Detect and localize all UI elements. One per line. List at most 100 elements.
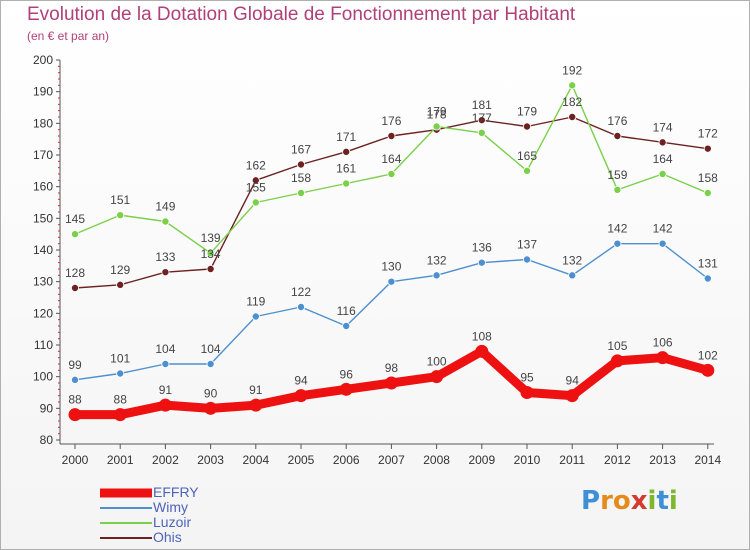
data-point-ohis bbox=[658, 138, 667, 147]
data-label-luzoir: 155 bbox=[246, 181, 266, 195]
y-tick-label: 120 bbox=[33, 306, 53, 320]
data-label-wimy: 132 bbox=[427, 253, 447, 267]
data-label-luzoir: 139 bbox=[201, 231, 221, 245]
data-label-ohis: 171 bbox=[336, 130, 356, 144]
data-point-wimy bbox=[161, 359, 170, 368]
data-label-ohis: 162 bbox=[246, 158, 266, 172]
data-point-effry bbox=[430, 370, 444, 384]
x-tick-label: 2001 bbox=[107, 453, 134, 467]
proxiti-logo: Proxiti bbox=[581, 486, 678, 516]
data-point-luzoir bbox=[658, 169, 667, 178]
x-tick-label: 2003 bbox=[197, 453, 224, 467]
x-tick-label: 2013 bbox=[649, 453, 676, 467]
data-label-ohis: 167 bbox=[291, 143, 311, 157]
data-point-luzoir bbox=[523, 166, 532, 175]
data-point-luzoir bbox=[568, 81, 577, 90]
data-label-effry: 88 bbox=[68, 393, 82, 407]
data-label-luzoir: 158 bbox=[291, 171, 311, 185]
data-point-effry bbox=[339, 382, 353, 396]
data-label-wimy: 131 bbox=[698, 257, 718, 271]
data-label-wimy: 101 bbox=[110, 352, 130, 366]
data-label-effry: 96 bbox=[340, 367, 354, 381]
data-point-ohis bbox=[477, 116, 486, 125]
data-label-effry: 91 bbox=[159, 383, 173, 397]
data-label-effry: 91 bbox=[249, 383, 263, 397]
data-label-ohis: 134 bbox=[201, 247, 221, 261]
data-label-ohis: 133 bbox=[155, 250, 175, 264]
data-point-ohis bbox=[116, 280, 125, 289]
data-label-wimy: 136 bbox=[472, 241, 492, 255]
data-label-luzoir: 145 bbox=[65, 212, 85, 226]
data-label-ohis: 176 bbox=[381, 114, 401, 128]
data-label-luzoir: 159 bbox=[607, 168, 627, 182]
data-label-effry: 88 bbox=[114, 393, 128, 407]
data-point-effry bbox=[68, 408, 82, 422]
data-point-effry bbox=[565, 389, 579, 403]
data-label-ohis: 129 bbox=[110, 263, 130, 277]
legend-label-effry: EFFRY bbox=[153, 484, 199, 500]
data-label-wimy: 119 bbox=[246, 295, 265, 309]
data-point-luzoir bbox=[342, 179, 351, 188]
data-label-effry: 94 bbox=[294, 374, 308, 388]
x-tick-label: 2007 bbox=[378, 453, 405, 467]
data-point-wimy bbox=[251, 312, 260, 321]
data-point-ohis bbox=[568, 113, 577, 122]
data-point-luzoir bbox=[251, 198, 260, 207]
data-point-effry bbox=[294, 389, 308, 403]
data-point-effry bbox=[475, 344, 489, 358]
data-label-ohis: 179 bbox=[517, 105, 537, 119]
data-point-ohis bbox=[387, 131, 396, 140]
x-tick-label: 2005 bbox=[288, 453, 315, 467]
x-tick-label: 2009 bbox=[468, 453, 495, 467]
y-tick-label: 200 bbox=[33, 53, 53, 67]
data-label-wimy: 122 bbox=[291, 285, 311, 299]
data-point-ohis bbox=[342, 147, 351, 156]
x-tick-label: 2012 bbox=[604, 453, 631, 467]
data-label-effry: 105 bbox=[607, 339, 627, 353]
data-label-wimy: 142 bbox=[653, 222, 673, 236]
data-point-luzoir bbox=[703, 188, 712, 197]
data-label-effry: 90 bbox=[204, 386, 218, 400]
data-point-luzoir bbox=[71, 230, 80, 239]
legend-label-luzoir: Luzoir bbox=[153, 514, 192, 530]
data-point-effry bbox=[656, 351, 670, 365]
data-point-effry bbox=[158, 398, 172, 412]
data-point-wimy bbox=[387, 277, 396, 286]
data-point-ohis bbox=[206, 264, 215, 273]
data-point-wimy bbox=[523, 255, 532, 264]
x-tick-label: 2004 bbox=[242, 453, 269, 467]
y-tick-label: 180 bbox=[33, 116, 53, 130]
data-label-ohis: 172 bbox=[698, 127, 718, 141]
data-label-wimy: 137 bbox=[517, 238, 537, 252]
data-point-wimy bbox=[477, 258, 486, 267]
data-label-effry: 106 bbox=[653, 336, 673, 350]
data-label-ohis: 182 bbox=[562, 95, 582, 109]
data-label-luzoir: 164 bbox=[381, 152, 401, 166]
data-point-ohis bbox=[613, 131, 622, 140]
data-point-wimy bbox=[116, 369, 125, 378]
data-label-effry: 102 bbox=[698, 348, 718, 362]
data-label-luzoir: 149 bbox=[155, 200, 175, 214]
data-point-ohis bbox=[296, 160, 305, 169]
y-tick-label: 150 bbox=[33, 211, 53, 225]
data-point-effry bbox=[384, 376, 398, 390]
data-point-effry bbox=[113, 408, 127, 422]
data-label-luzoir: 158 bbox=[698, 171, 718, 185]
data-label-luzoir: 164 bbox=[653, 152, 673, 166]
y-tick-label: 170 bbox=[33, 148, 53, 162]
data-label-luzoir: 165 bbox=[517, 149, 537, 163]
data-label-ohis: 178 bbox=[427, 108, 447, 122]
x-tick-label: 2006 bbox=[333, 453, 360, 467]
data-point-ohis bbox=[251, 176, 260, 185]
data-point-effry bbox=[701, 363, 715, 377]
data-label-wimy: 99 bbox=[68, 358, 82, 372]
data-point-luzoir bbox=[206, 249, 215, 258]
data-point-effry bbox=[520, 386, 534, 399]
data-point-wimy bbox=[71, 375, 80, 384]
data-label-effry: 94 bbox=[566, 374, 580, 388]
data-point-ohis bbox=[703, 144, 712, 153]
data-point-luzoir bbox=[613, 185, 622, 194]
data-point-ohis bbox=[523, 122, 532, 131]
